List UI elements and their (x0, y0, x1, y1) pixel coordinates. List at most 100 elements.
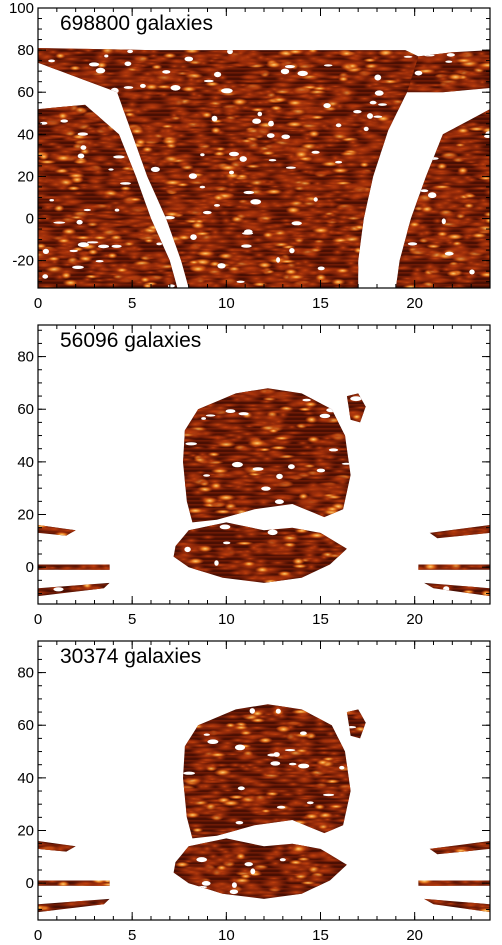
y-tick-label: 20 (17, 168, 34, 185)
density-blob (217, 123, 249, 133)
density-blob (197, 192, 223, 197)
density-blob (351, 145, 374, 154)
density-blob (168, 107, 191, 115)
gap (250, 199, 262, 205)
density-blob (330, 138, 344, 143)
density-blob (222, 202, 236, 208)
gap (163, 216, 175, 220)
density-blob (244, 169, 275, 179)
gap (346, 726, 357, 729)
density-blob (288, 182, 310, 189)
hotspot (69, 65, 82, 71)
gap (445, 60, 453, 63)
density-blob (265, 247, 286, 253)
hotspot (294, 528, 310, 534)
density-blob (239, 858, 269, 866)
gap (211, 115, 218, 122)
gap (150, 166, 160, 172)
density-blob (85, 564, 103, 570)
density-blob (208, 809, 232, 820)
density-blob (269, 776, 299, 785)
hotspot (201, 111, 213, 119)
density-blob (473, 200, 490, 208)
density-blob (281, 863, 308, 871)
density-blob (323, 737, 346, 745)
density-blob (238, 233, 255, 240)
density-blob (302, 450, 330, 457)
gap (249, 708, 255, 714)
hotspot (141, 146, 154, 153)
gap (231, 882, 237, 888)
density-blob (229, 114, 244, 119)
density-blob (270, 493, 296, 502)
y-tick-label: 0 (26, 875, 34, 892)
density-blob (271, 160, 287, 170)
hotspot (339, 50, 354, 57)
density-blob (197, 553, 219, 559)
gap (184, 56, 194, 62)
density-blob (136, 102, 169, 112)
gap (289, 762, 297, 766)
density-blob (133, 232, 149, 237)
density-blob (181, 844, 196, 853)
density-blob (300, 444, 315, 451)
gap (156, 242, 163, 246)
density-blob (247, 226, 269, 233)
density-blob (425, 256, 445, 261)
density-blob (206, 805, 232, 811)
density-blob (197, 779, 229, 785)
density-blob (195, 452, 215, 462)
gap (237, 786, 245, 791)
density-blob (340, 103, 372, 109)
gap (420, 189, 429, 193)
region-texture (173, 523, 347, 583)
density-blob (479, 109, 490, 118)
density-blob (416, 236, 447, 243)
density-blob (173, 556, 194, 563)
density-blob (302, 239, 335, 249)
hotspot (291, 563, 309, 569)
hotspot (432, 184, 452, 189)
density-blob (183, 437, 197, 444)
density-blob (463, 139, 478, 145)
y-tick-label: 80 (17, 42, 34, 59)
density-blob (237, 713, 254, 719)
hotspot (38, 159, 57, 165)
gap (98, 244, 110, 249)
density-blob (209, 831, 237, 836)
gap (83, 208, 92, 212)
hotspot (197, 545, 213, 553)
density-blob (215, 278, 236, 284)
region-texture (407, 50, 490, 93)
density-blob (263, 448, 284, 456)
x-tick-label: 20 (406, 295, 423, 312)
density-blob (136, 131, 165, 141)
gap (441, 218, 446, 225)
density-blob (327, 543, 347, 550)
density-blob (38, 233, 53, 243)
hotspot (60, 271, 72, 280)
density-blob (119, 217, 146, 225)
density-blob (288, 202, 317, 210)
density-blob (350, 405, 366, 410)
gap (48, 59, 55, 63)
hotspot (250, 107, 265, 112)
density-blob (282, 246, 310, 253)
density-blob (84, 228, 101, 236)
region-texture (38, 898, 110, 913)
density-blob (217, 457, 247, 463)
density-blob (431, 531, 448, 537)
density-blob (356, 209, 370, 219)
gap (236, 280, 245, 283)
gap (350, 396, 362, 402)
density-blob (189, 214, 218, 220)
density-blob (318, 785, 346, 791)
density-blob (107, 200, 125, 206)
gap (288, 464, 295, 470)
density-blob (287, 464, 317, 474)
density-blob (334, 213, 354, 222)
density-blob (218, 743, 234, 750)
density-blob (209, 879, 235, 889)
panel-2: 0 5 10 15 20 0 20 40 60 80 56096 galaxies (17, 324, 491, 628)
gap (373, 115, 383, 118)
